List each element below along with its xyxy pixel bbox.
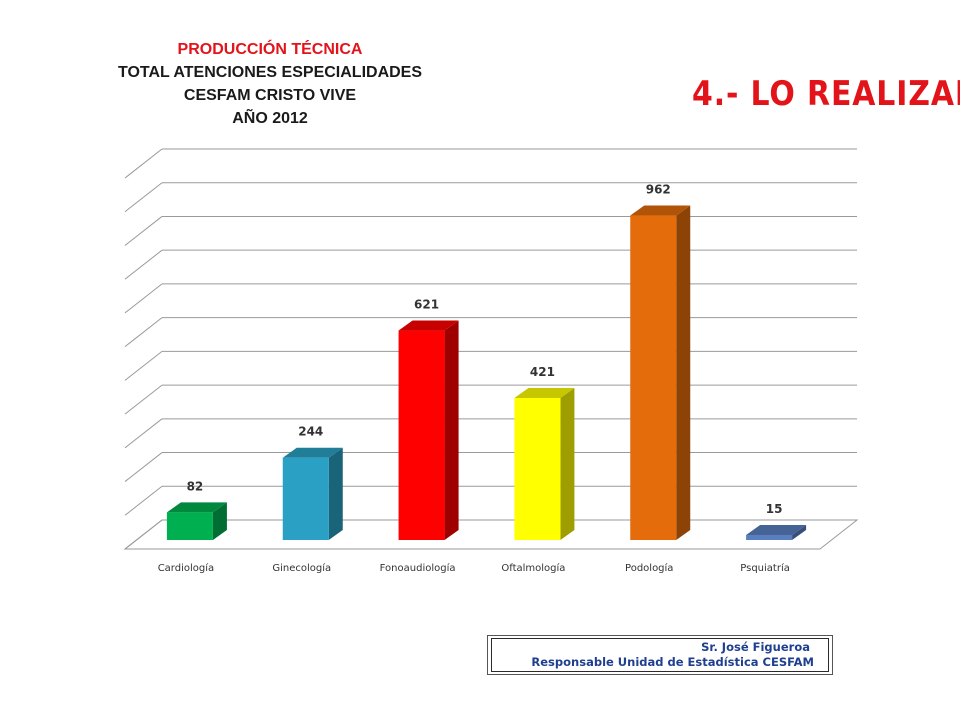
- chart-title: PRODUCCIÓN TÉCNICA TOTAL ATENCIONES ESPE…: [40, 38, 500, 130]
- bar: [282, 457, 329, 540]
- bar: [166, 512, 213, 540]
- bar-top: [166, 502, 227, 513]
- bar-top: [514, 388, 575, 399]
- bar-side: [560, 388, 575, 540]
- gridline-side: [124, 182, 163, 213]
- bar-top: [746, 524, 807, 535]
- data-label: 421: [530, 365, 555, 379]
- bar-side: [792, 524, 807, 540]
- gridline-side: [124, 384, 163, 415]
- bar-top: [398, 320, 459, 331]
- gridline-side: [124, 249, 163, 280]
- data-label: 82: [187, 479, 204, 493]
- gridline-side: [124, 519, 163, 550]
- chart-title-line-4: AÑO 2012: [232, 110, 308, 127]
- category-label: Oftalmología: [501, 562, 565, 574]
- category-label: Podología: [625, 562, 673, 574]
- gridline-side: [124, 485, 163, 516]
- bar-side: [212, 502, 227, 540]
- data-label: 621: [414, 298, 439, 312]
- data-label: 962: [646, 183, 671, 197]
- bar-side: [328, 447, 343, 540]
- gridline-side: [124, 317, 163, 348]
- credit-name: Sr. José Figueroa: [701, 640, 810, 654]
- gridline-side: [124, 148, 163, 179]
- gridline-side: [124, 452, 163, 482]
- gridline-side: [124, 283, 163, 314]
- category-label: Cardiología: [158, 562, 214, 574]
- chart-title-line-1: PRODUCCIÓN TÉCNICA: [177, 41, 363, 58]
- category-label: Psquiatría: [740, 562, 790, 574]
- data-label: 15: [766, 502, 783, 516]
- bar: [398, 330, 445, 540]
- category-label: Ginecología: [272, 562, 331, 574]
- bar: [514, 398, 561, 540]
- credit-box: Sr. José Figueroa Responsable Unidad de …: [487, 635, 833, 675]
- chart-title-line-2: TOTAL ATENCIONES ESPECIALIDADES: [117, 64, 423, 81]
- bar-top: [630, 205, 691, 216]
- bar-side: [444, 320, 459, 540]
- bar-top: [282, 447, 343, 458]
- gridline-side: [124, 216, 163, 246]
- credit-inner: Sr. José Figueroa Responsable Unidad de …: [491, 638, 829, 672]
- credit-role: Responsable Unidad de Estadística CESFAM: [531, 655, 814, 669]
- data-label: 244: [298, 425, 323, 439]
- section-heading: 4.- LO REALIZADO: [692, 74, 960, 114]
- category-label: Fonoaudiología: [380, 562, 456, 574]
- bar-side: [676, 205, 691, 540]
- gridline-side: [124, 418, 163, 449]
- bar: [630, 215, 677, 540]
- chart-title-line-3: CESFAM CRISTO VIVE: [183, 87, 357, 104]
- gridline-side: [124, 350, 163, 381]
- bar: [746, 534, 793, 540]
